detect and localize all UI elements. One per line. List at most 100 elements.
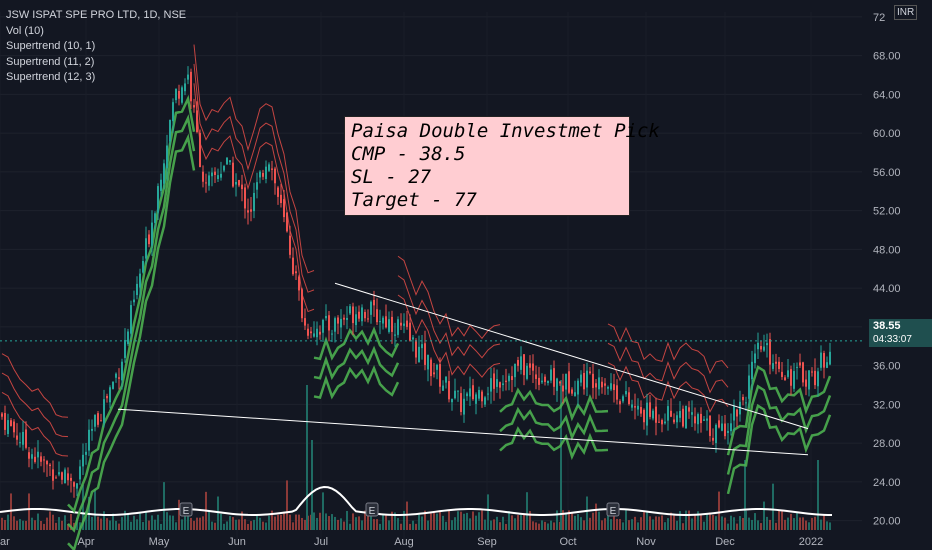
candle-body <box>715 424 717 444</box>
candle-body <box>517 360 519 366</box>
volume-bar <box>526 492 528 530</box>
volume-bar <box>235 519 237 530</box>
volume-bar <box>445 521 447 530</box>
volume-bar <box>796 511 798 530</box>
time-tick-label: May <box>149 536 170 548</box>
legend-supertrend-2[interactable]: Supertrend (11, 2) <box>6 55 95 68</box>
price-tick-label: 20.00 <box>873 516 901 528</box>
volume-bar <box>55 522 57 530</box>
volume-bar <box>421 516 423 530</box>
earnings-marker <box>365 502 379 517</box>
candle-body <box>214 171 216 176</box>
candle-body <box>550 369 552 381</box>
volume-bar <box>274 516 276 530</box>
candle-body <box>1 413 3 417</box>
candle-body <box>235 181 237 185</box>
candle-body <box>118 377 120 379</box>
candle-body <box>448 381 450 400</box>
candle-body <box>4 413 6 430</box>
candle-body <box>616 385 618 400</box>
candle-body <box>526 365 528 379</box>
candle-body <box>103 399 105 424</box>
volume-bar <box>547 523 549 530</box>
legend-supertrend-3[interactable]: Supertrend (12, 3) <box>6 71 96 83</box>
volume-bar <box>697 511 699 530</box>
time-tick-label: 2022 <box>799 536 823 548</box>
volume-bar <box>157 514 159 530</box>
candle-body <box>31 454 33 459</box>
time-tick-label: Sep <box>477 536 497 548</box>
volume-bar <box>808 522 810 530</box>
candle-body <box>598 377 600 390</box>
candle-body <box>736 409 738 417</box>
volume-bar <box>328 516 330 530</box>
volume-bar <box>403 510 405 530</box>
volume-bar <box>112 513 114 530</box>
volume-bar <box>610 519 612 530</box>
candle-body <box>742 396 744 401</box>
price-tick-label: 52.00 <box>873 206 901 218</box>
candle-body <box>310 331 312 334</box>
candle-body <box>247 210 249 213</box>
volume-bar <box>277 514 279 530</box>
candle-body <box>124 340 126 358</box>
candle-body <box>472 385 474 400</box>
volume-bar <box>829 522 831 530</box>
candle-body <box>571 389 573 394</box>
legend-symbol[interactable]: JSW ISPAT SPE PRO LTD, 1D, NSE <box>6 9 187 21</box>
volume-bar <box>715 516 717 530</box>
volume-bar <box>568 510 570 530</box>
legend-volume[interactable]: Vol (10) <box>6 24 44 37</box>
candle-body <box>385 316 387 328</box>
candle-body <box>364 312 366 319</box>
candle-body <box>73 482 75 487</box>
candle-body <box>142 260 144 273</box>
candle-body <box>229 160 231 163</box>
candle-body <box>100 420 102 422</box>
volume-bar <box>790 513 792 530</box>
volume-bar <box>490 520 492 530</box>
volume-bar <box>736 523 738 530</box>
candle-body <box>268 164 270 171</box>
volume-bar <box>744 460 746 530</box>
candle-body <box>346 317 348 320</box>
candle-body <box>463 398 465 415</box>
candle-body <box>7 420 9 435</box>
last-price: 38.55 <box>873 320 901 332</box>
candle-body <box>493 373 495 389</box>
candle-body <box>157 186 159 213</box>
volume-bar <box>742 518 744 530</box>
volume-bar <box>175 522 177 530</box>
candle-body <box>562 385 564 392</box>
candle-body <box>814 370 816 386</box>
volume-bar <box>580 517 582 530</box>
volume-bar <box>646 511 648 530</box>
volume-bar <box>472 511 474 530</box>
candle-body <box>172 102 174 122</box>
volume-bar <box>121 517 123 530</box>
candle-body <box>490 378 492 392</box>
volume-bar <box>364 510 366 530</box>
volume-bar <box>463 513 465 530</box>
annotation-note[interactable]: Paisa Double Investmet Pick CMP - 38.5 S… <box>344 116 660 216</box>
candle-body <box>658 421 660 423</box>
candle-body <box>481 391 483 402</box>
volume-bar <box>49 511 51 530</box>
candle-body <box>655 406 657 423</box>
volume-bar <box>385 515 387 530</box>
candle-body <box>307 328 309 336</box>
legend-supertrend-1[interactable]: Supertrend (10, 1) <box>6 40 96 52</box>
candle-body <box>439 364 441 387</box>
candle-body <box>790 369 792 386</box>
volume-bar <box>424 510 426 530</box>
candle-body <box>574 392 576 397</box>
candle-body <box>391 316 393 332</box>
volume-bar <box>439 511 441 530</box>
volume-bar <box>532 521 534 530</box>
price-tick-label: 36.00 <box>873 361 901 373</box>
candle-body <box>487 393 489 395</box>
candle-body <box>64 469 66 484</box>
candle-body <box>115 373 117 378</box>
